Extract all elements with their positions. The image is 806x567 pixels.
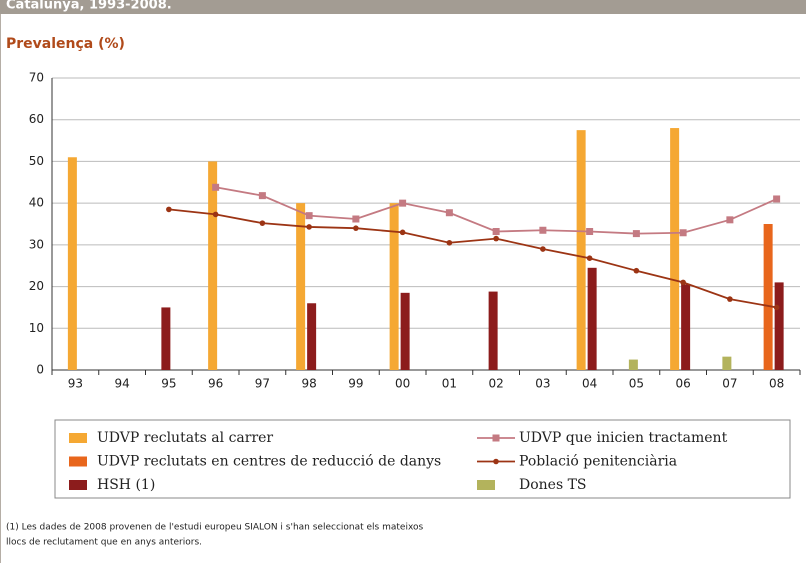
marker xyxy=(493,235,499,242)
legend-label: Dones TS xyxy=(519,477,587,493)
legend-label: HSH (1) xyxy=(97,477,155,493)
legend-label: Població penitenciària xyxy=(519,453,677,470)
legend-swatch xyxy=(69,480,87,490)
bar xyxy=(296,203,306,370)
x-tick-label: 01 xyxy=(442,377,457,391)
x-tick-label: 94 xyxy=(114,377,129,391)
bar xyxy=(628,359,638,370)
marker xyxy=(773,304,780,311)
bar xyxy=(670,128,680,370)
marker xyxy=(353,225,359,231)
x-tick-label: 05 xyxy=(629,377,644,391)
y-tick-label: 20 xyxy=(29,279,44,293)
x-tick-label: 08 xyxy=(769,377,784,391)
marker xyxy=(773,195,781,203)
marker xyxy=(679,229,687,237)
bar xyxy=(389,203,399,370)
bar xyxy=(208,161,218,370)
marker xyxy=(352,215,360,223)
bar xyxy=(161,307,171,370)
y-tick-label: 60 xyxy=(29,112,44,126)
bar xyxy=(722,356,732,370)
marker xyxy=(539,226,547,234)
bar xyxy=(400,292,410,370)
y-tick-label: 30 xyxy=(29,237,44,251)
marker xyxy=(212,211,219,218)
marker xyxy=(633,267,640,274)
x-tick-label: 02 xyxy=(488,377,503,391)
bar xyxy=(67,157,77,370)
x-tick-label: 97 xyxy=(255,377,270,391)
marker xyxy=(258,192,266,200)
marker xyxy=(212,183,220,191)
y-tick-label: 40 xyxy=(29,196,44,210)
marker xyxy=(680,279,686,286)
x-tick-label: 00 xyxy=(395,377,410,391)
legend-label: UDVP reclutats al carrer xyxy=(97,430,273,446)
marker xyxy=(492,228,500,236)
x-tick-label: 04 xyxy=(582,377,597,391)
line xyxy=(168,208,777,309)
x-tick-label: 03 xyxy=(535,377,550,391)
legend-marker xyxy=(493,458,499,465)
bar xyxy=(576,130,586,370)
bar xyxy=(307,303,317,370)
bar xyxy=(774,282,784,370)
x-tick-label: 93 xyxy=(68,377,83,391)
header: Catalunya, 1993-2008. xyxy=(6,0,172,13)
bar xyxy=(763,224,773,370)
marker xyxy=(727,296,733,302)
legend-label: UDVP reclutats en centres de reducció de… xyxy=(97,454,441,470)
marker xyxy=(399,229,406,236)
legend-swatch xyxy=(477,480,495,490)
marker xyxy=(586,255,593,262)
marker xyxy=(259,220,266,226)
x-tick-label: 95 xyxy=(161,377,176,391)
bar xyxy=(488,291,498,370)
marker xyxy=(540,246,546,252)
x-tick-label: 07 xyxy=(722,377,737,391)
y-tick-label: 10 xyxy=(29,321,44,335)
header-bar xyxy=(0,0,806,14)
marker xyxy=(586,228,594,236)
legend-label: UDVP que inicien tractament xyxy=(519,430,728,446)
bar xyxy=(587,267,597,370)
marker xyxy=(445,209,453,217)
marker xyxy=(632,230,640,238)
legend-marker xyxy=(492,434,500,442)
y-tick-label: 70 xyxy=(29,71,44,85)
y-tick-label: 50 xyxy=(29,154,44,168)
marker xyxy=(305,212,313,220)
legend-box xyxy=(54,419,791,499)
footnote: llocs de reclutament que en anys anterio… xyxy=(6,538,202,548)
marker xyxy=(446,239,453,246)
y-axis-label: Prevalença (%) xyxy=(6,36,125,52)
x-tick-label: 96 xyxy=(208,377,223,391)
footnote: (1) Les dades de 2008 provenen de l'estu… xyxy=(6,523,424,533)
marker xyxy=(166,206,172,213)
x-tick-label: 98 xyxy=(301,377,316,391)
marker xyxy=(306,224,312,230)
x-tick-label: 99 xyxy=(348,377,363,391)
x-tick-label: 06 xyxy=(675,377,690,391)
bar xyxy=(681,284,691,370)
marker xyxy=(726,216,734,224)
legend-swatch xyxy=(69,433,87,443)
y-tick-label: 0 xyxy=(36,363,44,377)
legend-swatch xyxy=(69,456,87,467)
marker xyxy=(399,199,407,207)
